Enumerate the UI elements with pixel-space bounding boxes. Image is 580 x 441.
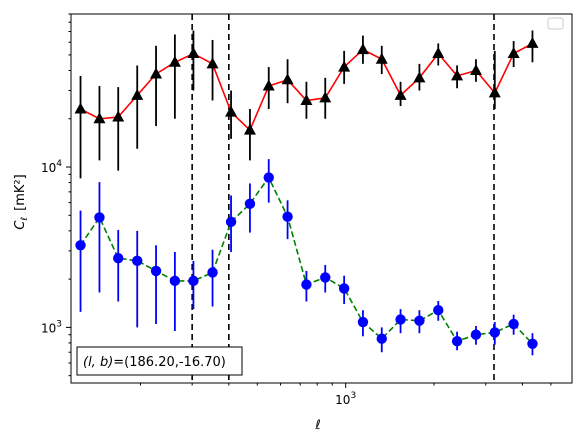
data-point	[243, 123, 256, 135]
data-point	[320, 272, 331, 283]
data-point	[338, 283, 350, 294]
data-point	[356, 43, 369, 55]
annotation-text: (l, b)=(186.20,-16.70)	[83, 355, 226, 370]
data-point	[376, 333, 387, 344]
legend	[547, 17, 564, 30]
data-point	[469, 63, 482, 75]
data-point	[225, 216, 237, 228]
data-point	[451, 336, 463, 347]
annotation-box	[76, 346, 243, 376]
data-point	[75, 240, 86, 251]
data-point	[112, 110, 125, 122]
y-axis-label: Cℓ [mK²]	[13, 174, 30, 229]
legend-box	[547, 17, 564, 30]
data-point	[527, 338, 538, 350]
data-point	[168, 55, 181, 67]
data-point	[263, 172, 274, 183]
data-point	[300, 93, 313, 105]
data-point	[207, 267, 218, 278]
y-axis-label-sub: ℓ	[20, 217, 30, 222]
x-tick-label: 103	[335, 391, 356, 407]
data-point	[470, 329, 482, 340]
data-point	[413, 71, 426, 83]
data-point	[169, 275, 181, 287]
axes: 103 103 104	[41, 13, 573, 407]
data-point	[375, 52, 388, 64]
x-axis-label: ℓ	[314, 418, 320, 433]
data-point	[244, 198, 256, 209]
coordinate-annotation: (l, b)=(186.20,-16.70)	[76, 346, 243, 376]
data-point	[93, 112, 106, 124]
data-point	[451, 69, 464, 81]
data-point	[488, 86, 501, 98]
data-point	[131, 88, 144, 100]
data-point	[74, 102, 87, 114]
annotation-coordinate-names: (l, b)	[83, 355, 113, 370]
data-point	[414, 315, 425, 326]
data-point	[188, 275, 199, 287]
data-point	[281, 73, 294, 85]
data-point	[489, 327, 500, 338]
svg-text:Cℓ[mK²]: Cℓ [mK²]	[13, 174, 30, 229]
y-axis-label-main: C	[13, 220, 28, 230]
data-point	[113, 253, 124, 264]
data-point	[94, 212, 105, 223]
data-point	[225, 105, 238, 117]
y-axis-label-unit: [mK²]	[13, 174, 28, 211]
data-point	[319, 91, 332, 103]
data-point	[338, 60, 351, 72]
y-tick-label: 104	[41, 159, 62, 175]
data-point	[394, 88, 407, 100]
annotation-coordinate-values: =(186.20,-16.70)	[113, 355, 226, 370]
data-point	[432, 47, 445, 59]
data-point	[508, 318, 519, 330]
data-point	[262, 79, 275, 91]
data-point	[206, 57, 219, 69]
data-point	[357, 316, 369, 328]
series-circles	[75, 159, 538, 356]
data-point	[282, 211, 293, 222]
data-point	[150, 265, 162, 277]
axes-frame	[70, 13, 573, 384]
data-point	[187, 47, 200, 59]
data-point	[301, 279, 312, 290]
data-point	[526, 36, 539, 48]
series-triangles	[74, 30, 539, 179]
plot-area	[74, 14, 539, 383]
y-tick-label: 103	[41, 319, 62, 335]
data-point	[433, 304, 444, 316]
data-point	[132, 255, 143, 267]
data-point	[507, 47, 520, 59]
data-point	[395, 314, 406, 325]
data-point	[150, 67, 163, 79]
